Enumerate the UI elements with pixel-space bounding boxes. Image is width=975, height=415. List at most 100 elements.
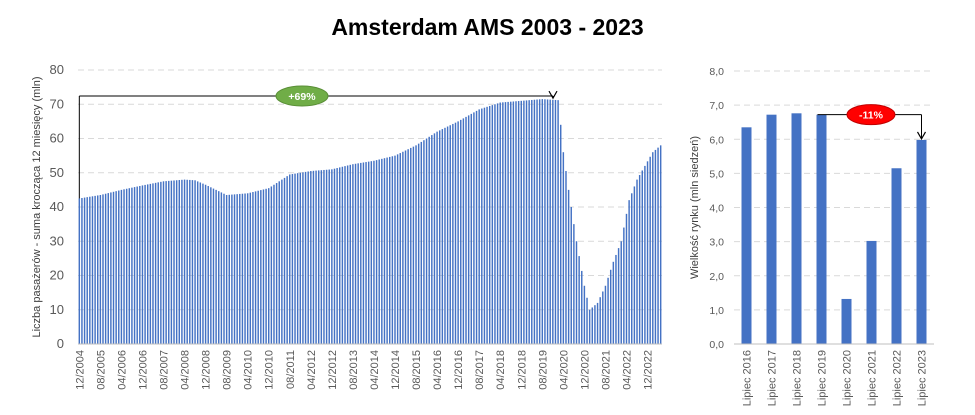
bar (120, 189, 123, 345)
y-tick-label: 0 (57, 336, 64, 351)
x-tick-label: 04/2008 (180, 350, 192, 390)
bar (520, 100, 522, 344)
bar (365, 162, 367, 344)
bar (604, 285, 607, 344)
bar (360, 162, 362, 344)
bar (157, 182, 159, 344)
right-chart-gridlines (734, 70, 934, 311)
y-tick-label: 70 (50, 96, 64, 111)
bar (454, 122, 457, 344)
bar (320, 170, 323, 344)
bar (473, 112, 475, 344)
x-tick-label: 04/2016 (432, 350, 444, 390)
bar (641, 170, 643, 344)
bar (94, 195, 96, 344)
decline-badge-label: -11% (859, 110, 884, 122)
bar (617, 248, 620, 344)
bar (515, 101, 517, 344)
bar (220, 192, 223, 344)
y-tick-label: 0,0 (709, 339, 724, 351)
bar (465, 116, 467, 344)
bar (612, 261, 615, 344)
x-tick-label: 12/2014 (390, 350, 402, 390)
bar (428, 136, 430, 344)
bar (223, 193, 225, 344)
x-tick-label: 04/2018 (495, 350, 507, 390)
bar (273, 184, 275, 344)
bar (625, 213, 628, 344)
bar (323, 169, 325, 344)
bar (349, 164, 351, 344)
bar (546, 99, 549, 344)
bar (396, 154, 399, 344)
bar (475, 110, 478, 344)
bar (457, 121, 459, 345)
bar (162, 181, 165, 344)
bar (620, 241, 622, 344)
bar (328, 169, 330, 344)
bar (467, 115, 470, 344)
x-tick-label: 08/2009 (222, 350, 234, 390)
bar (541, 99, 544, 344)
bar (423, 140, 425, 344)
x-tick-label: 08/2019 (537, 350, 549, 390)
bar (499, 102, 501, 344)
bar (304, 171, 307, 344)
bar (549, 99, 551, 344)
y-tick-label: 7,0 (709, 100, 724, 112)
bar (431, 135, 433, 344)
bar (478, 109, 480, 344)
bar (565, 171, 567, 344)
bar (441, 129, 444, 344)
y-tick-label: 1,0 (709, 305, 724, 317)
x-tick-label: 12/2010 (264, 350, 276, 390)
bar (125, 188, 128, 344)
bar (444, 127, 446, 344)
left-chart-bars (78, 99, 662, 345)
x-tick-label: 12/2006 (137, 350, 149, 390)
bar (204, 184, 207, 344)
bar (183, 179, 186, 344)
bar (254, 191, 257, 344)
bar (841, 298, 852, 344)
x-tick-label: 08/2007 (158, 350, 170, 390)
bar (578, 256, 580, 344)
bar (260, 190, 262, 344)
x-tick-label: 04/2022 (621, 350, 633, 390)
bar (231, 194, 233, 344)
bar (97, 195, 99, 344)
bar (186, 179, 188, 344)
bar (317, 170, 320, 344)
y-tick-label: 60 (50, 131, 64, 146)
bar (78, 198, 81, 344)
bar (916, 139, 927, 344)
bar (531, 99, 533, 344)
x-tick-label: 12/2004 (74, 350, 86, 390)
bar (581, 270, 583, 344)
x-tick-label: Lipiec 2018 (792, 350, 804, 406)
x-tick-label: 12/2020 (579, 350, 591, 390)
bar (283, 177, 286, 344)
x-tick-label: 08/2013 (348, 350, 360, 390)
bar (415, 145, 417, 344)
bar (168, 180, 170, 344)
x-tick-label: 12/2012 (327, 350, 339, 390)
bar (446, 126, 449, 344)
bar (81, 198, 83, 344)
y-tick-label: 3,0 (709, 237, 724, 249)
bar (299, 172, 302, 344)
bar (588, 309, 591, 344)
bar (310, 171, 312, 344)
bar (528, 100, 530, 345)
bar (212, 188, 215, 344)
bar (766, 114, 777, 345)
x-tick-label: Lipiec 2017 (767, 350, 779, 406)
bar (816, 114, 827, 345)
bar (83, 197, 86, 344)
bar (173, 180, 175, 344)
bar (131, 187, 133, 344)
x-tick-label: Lipiec 2022 (892, 350, 904, 406)
bar (118, 190, 120, 344)
y-tick-label: 40 (50, 199, 64, 214)
bar (636, 179, 638, 344)
